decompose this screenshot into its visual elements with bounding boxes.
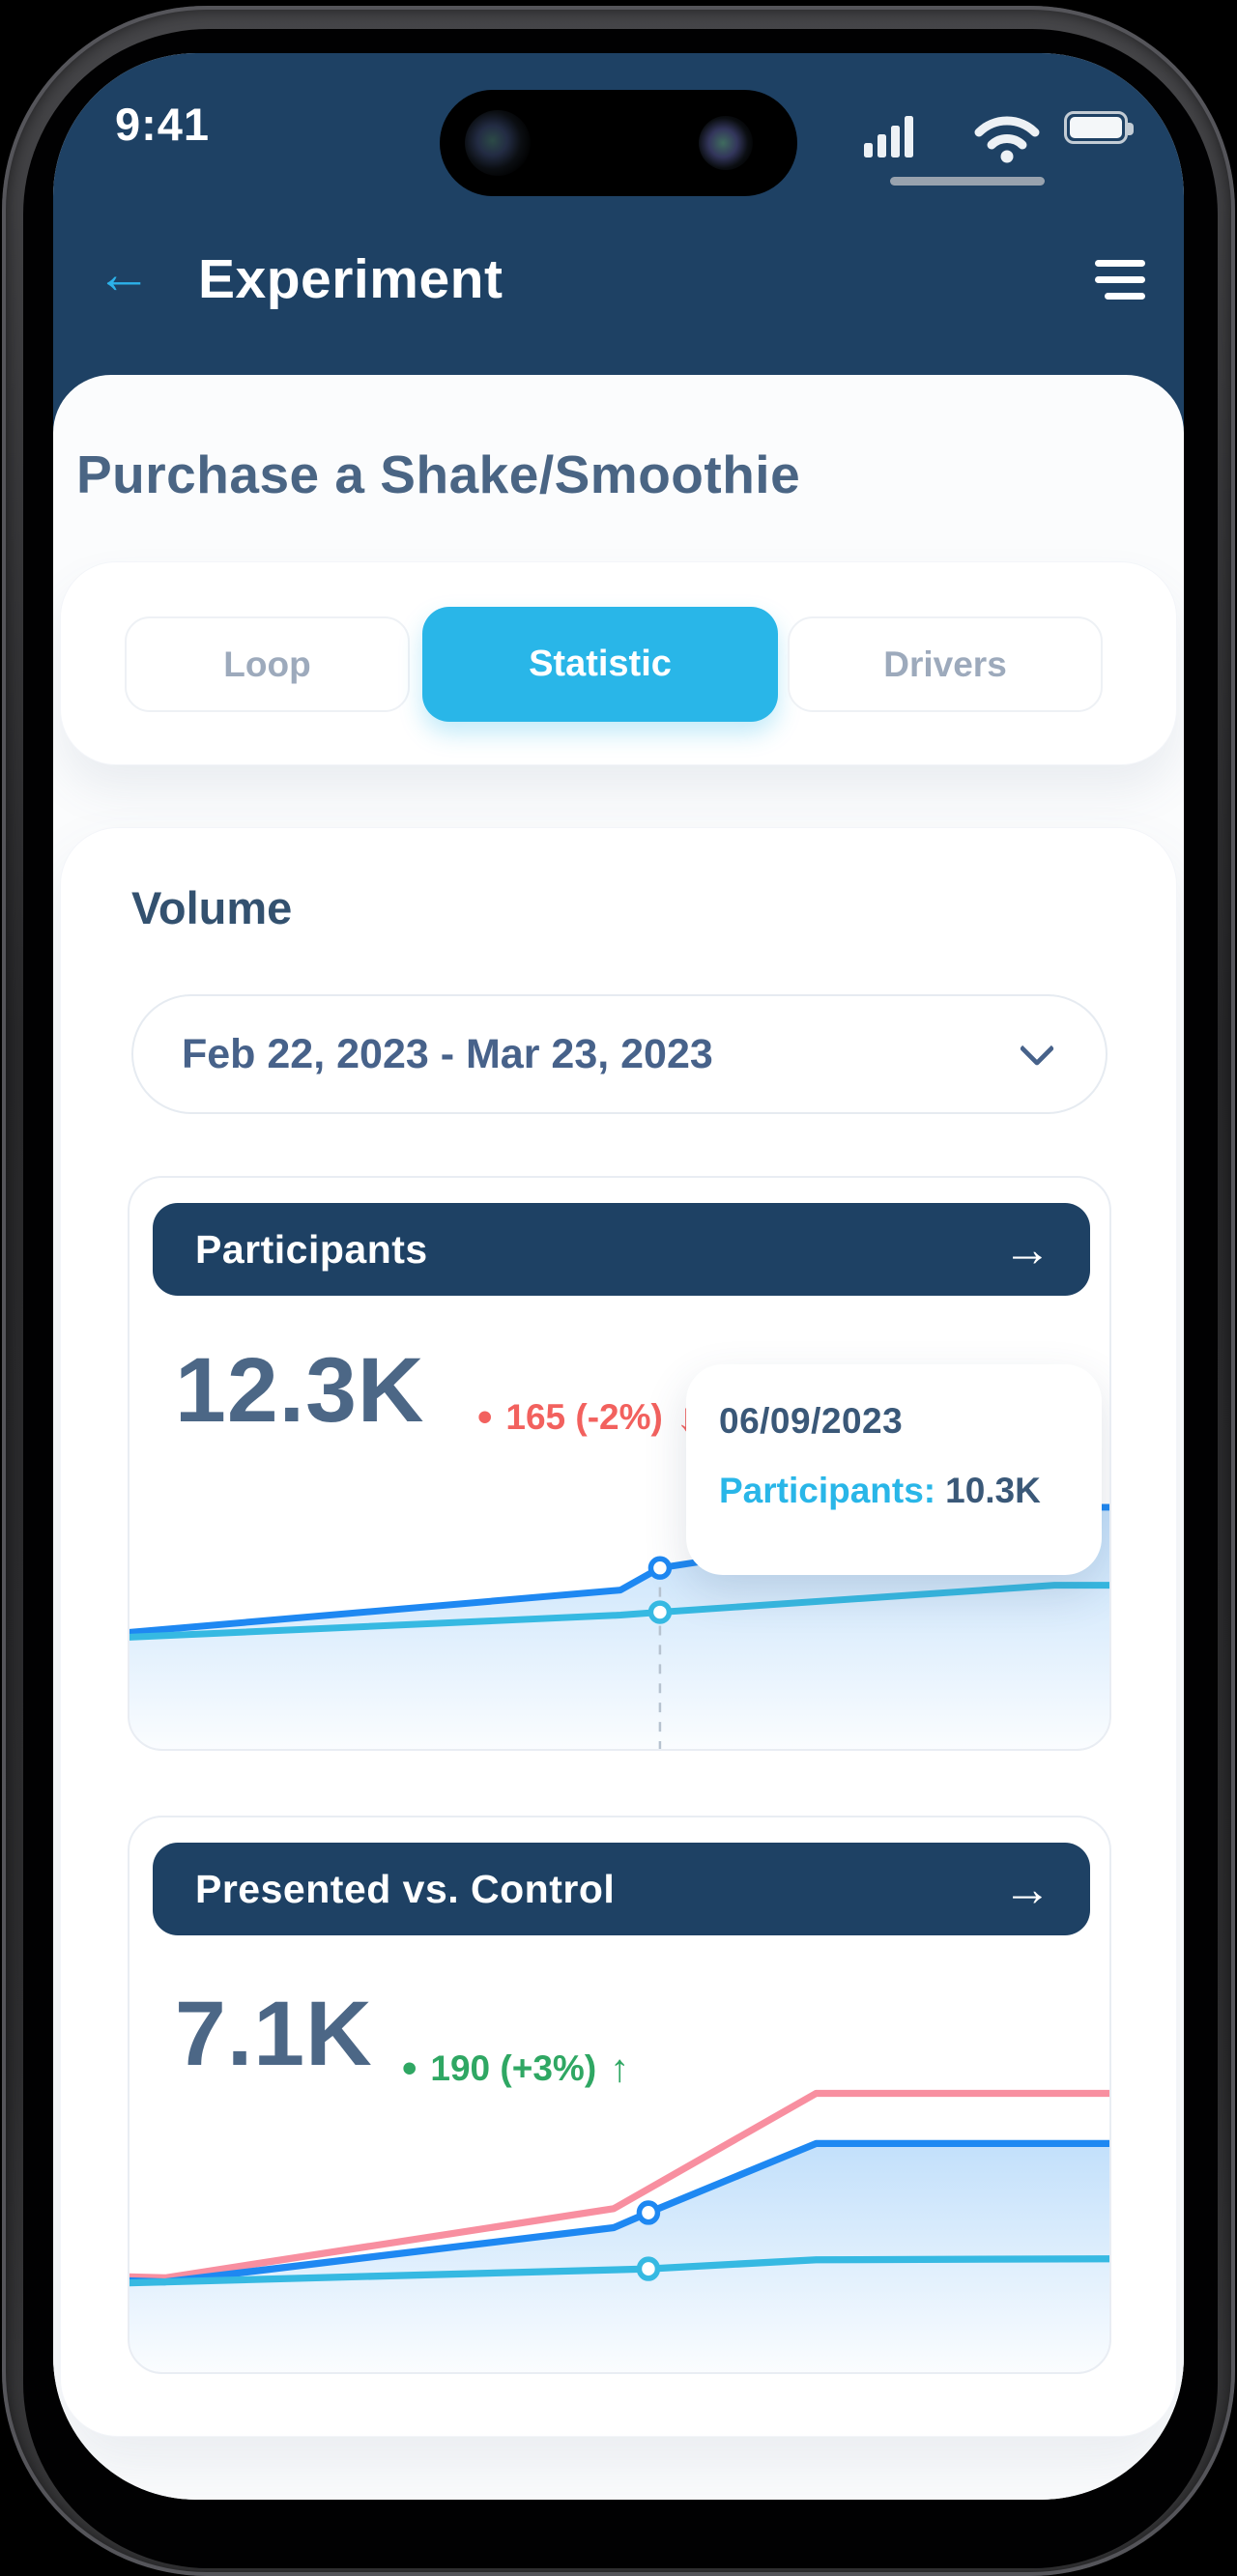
arrow-up-icon: ↑ bbox=[610, 2047, 630, 2090]
presented-delta-text: 190 (+3%) bbox=[430, 2048, 597, 2088]
back-button[interactable]: ← bbox=[96, 243, 152, 305]
tab-statistic[interactable]: Statistic bbox=[422, 607, 778, 722]
date-range-value: Feb 22, 2023 - Mar 23, 2023 bbox=[182, 1030, 713, 1077]
camera-lens-icon bbox=[465, 110, 531, 176]
arrow-right-icon: → bbox=[1003, 1862, 1051, 1916]
tooltip-series-label: Participants: bbox=[719, 1471, 936, 1510]
participants-header-button[interactable]: Participants → bbox=[153, 1203, 1090, 1296]
volume-heading: Volume bbox=[131, 882, 293, 933]
bullet-icon: • bbox=[402, 2045, 417, 2092]
participants-card: Participants → 12.3K • 165 (-2%) ↓ 06/09… bbox=[128, 1176, 1111, 1751]
phone-screen: 9:41 ← Experiment Purchase a Shake/Smoot… bbox=[53, 53, 1184, 2500]
arrow-right-icon: → bbox=[1003, 1222, 1051, 1276]
presented-header-button[interactable]: Presented vs. Control → bbox=[153, 1843, 1090, 1935]
page-header-title: Experiment bbox=[198, 248, 503, 310]
volume-card: Volume Feb 22, 2023 - Mar 23, 2023 Parti… bbox=[60, 827, 1177, 2437]
chevron-down-icon bbox=[1019, 1030, 1055, 1067]
tabs-container: Loop Statistic Drivers bbox=[60, 561, 1177, 765]
presented-card-title: Presented vs. Control bbox=[195, 1866, 616, 1911]
tab-drivers[interactable]: Drivers bbox=[788, 616, 1103, 712]
wifi-icon bbox=[971, 113, 1043, 168]
camera-lens-icon bbox=[699, 116, 753, 170]
cellular-signal-icon bbox=[864, 115, 920, 157]
chart-tooltip: 06/09/2023 Participants: 10.3K bbox=[686, 1364, 1102, 1575]
participants-delta-badge: • 165 (-2%) ↓ bbox=[477, 1396, 696, 1439]
tooltip-date: 06/09/2023 bbox=[719, 1401, 904, 1441]
tooltip-series-value: 10.3K bbox=[945, 1471, 1041, 1510]
participants-value: 12.3K bbox=[175, 1339, 425, 1442]
status-underline bbox=[890, 177, 1045, 186]
hamburger-icon bbox=[1095, 260, 1145, 267]
presented-value: 7.1K bbox=[175, 1983, 373, 2085]
dynamic-island bbox=[440, 90, 797, 196]
participants-card-title: Participants bbox=[195, 1226, 428, 1272]
menu-button[interactable] bbox=[1095, 260, 1145, 300]
presented-vs-control-card: Presented vs. Control → 7.1K • 190 (+3%)… bbox=[128, 1816, 1111, 2374]
participants-delta-text: 165 (-2%) bbox=[505, 1397, 663, 1437]
date-range-select[interactable]: Feb 22, 2023 - Mar 23, 2023 bbox=[131, 994, 1108, 1114]
hamburger-icon bbox=[1105, 293, 1145, 300]
status-time: 9:41 bbox=[115, 99, 211, 150]
tab-loop[interactable]: Loop bbox=[125, 616, 410, 712]
experiment-title: Purchase a Shake/Smoothie bbox=[76, 444, 801, 504]
hamburger-icon bbox=[1095, 276, 1145, 283]
presented-chart[interactable] bbox=[129, 2080, 1109, 2372]
bullet-icon: • bbox=[477, 1393, 493, 1441]
presented-delta-badge: • 190 (+3%) ↑ bbox=[402, 2047, 629, 2090]
battery-icon bbox=[1064, 111, 1134, 144]
